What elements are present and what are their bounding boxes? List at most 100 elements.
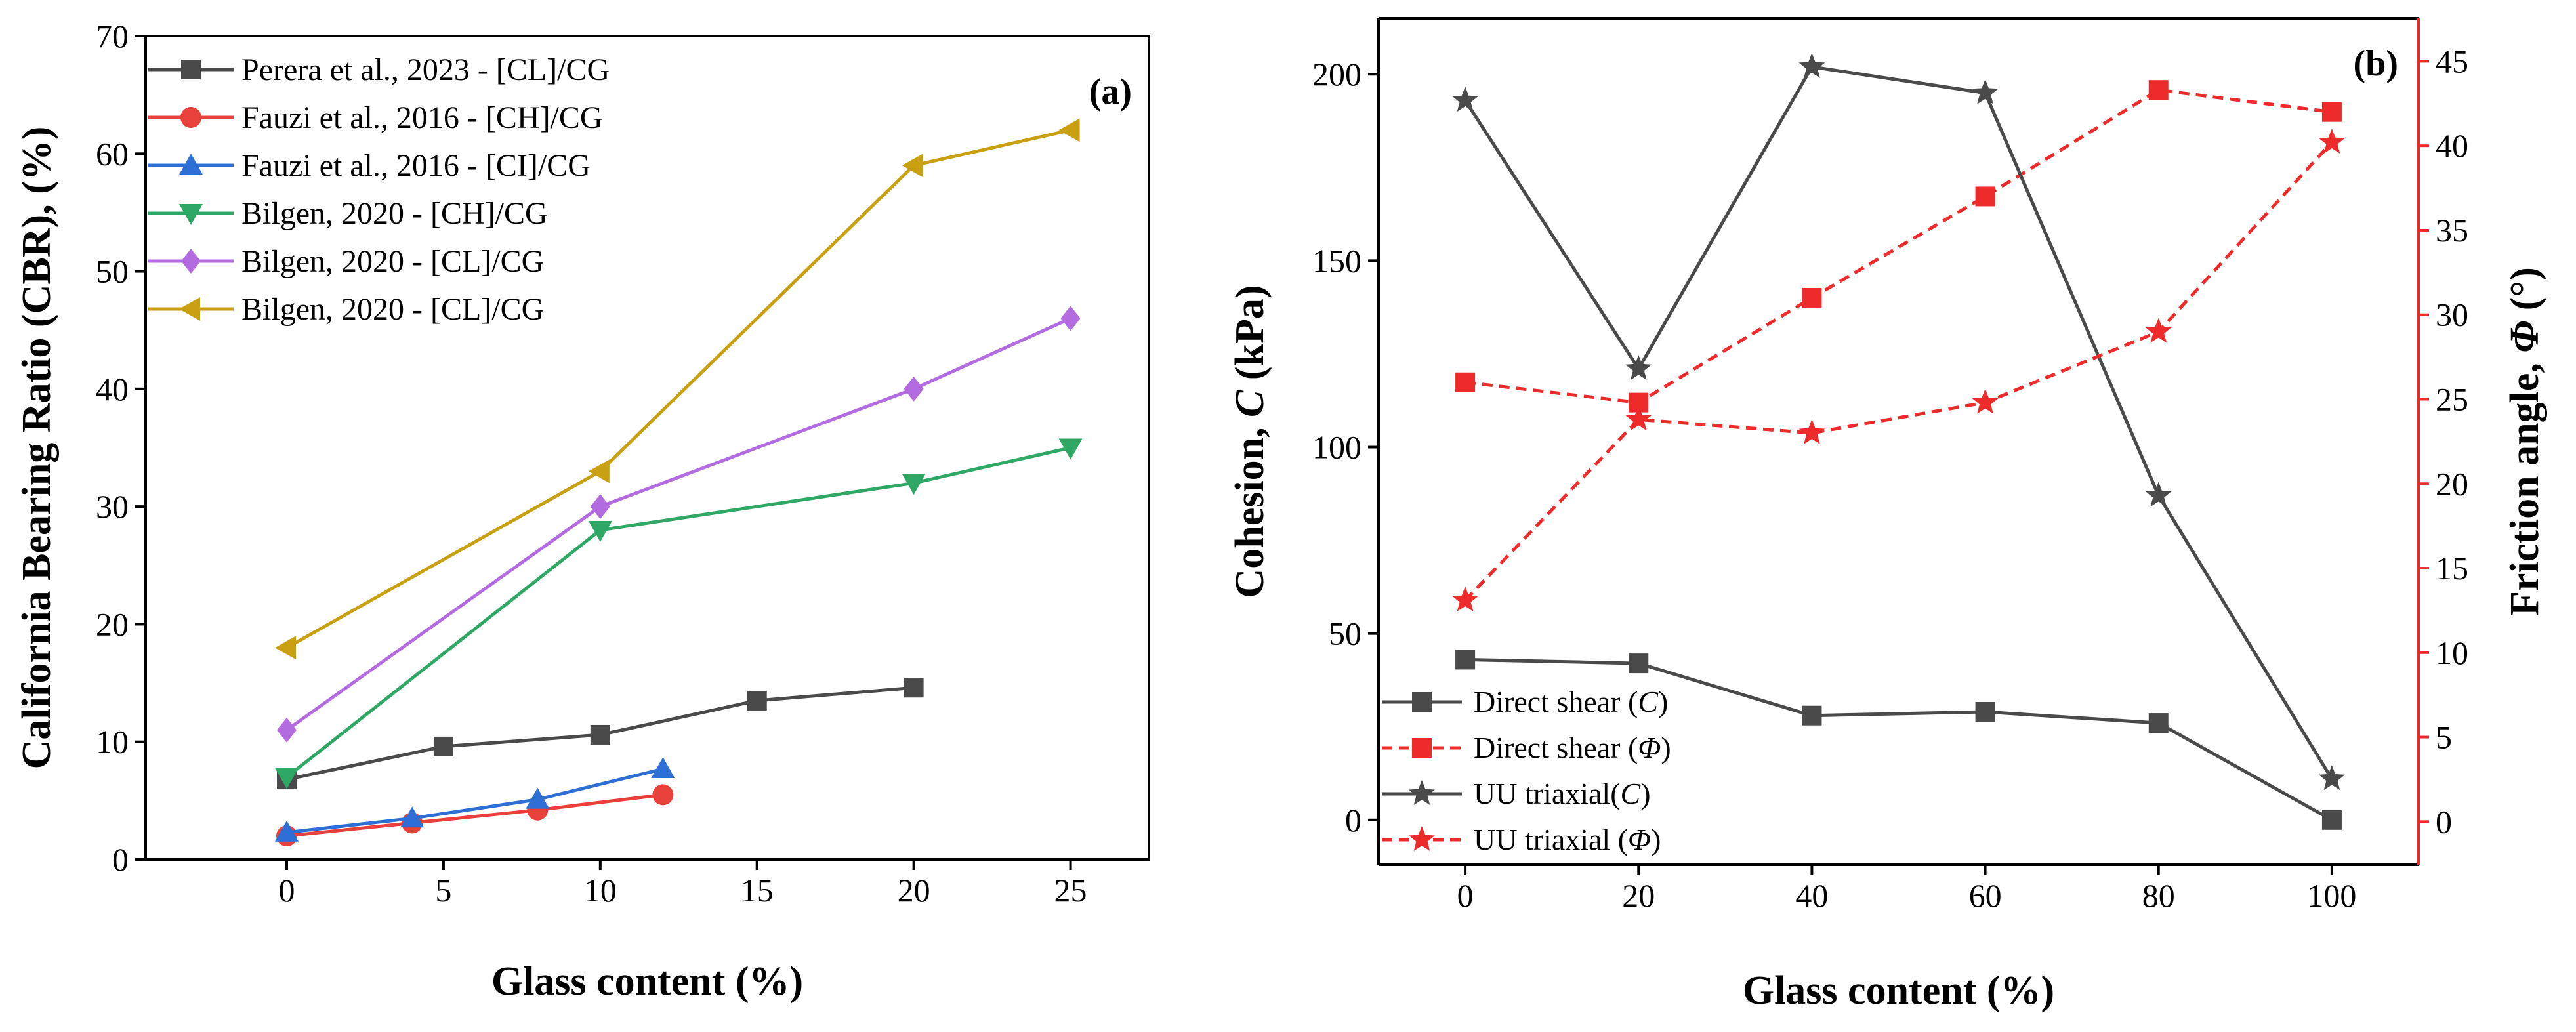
data-point <box>1060 306 1081 331</box>
data-point <box>2145 482 2172 507</box>
legend-label-end: ) <box>1651 823 1661 856</box>
series-line <box>1465 657 2333 821</box>
legend-entry: Bilgen, 2020 - [CH]/CG <box>148 196 548 231</box>
legend-marker <box>179 297 200 321</box>
legend-label-var: C <box>1621 777 1642 810</box>
data-point <box>1452 87 1479 112</box>
legend-entry: Perera et al., 2023 - [CL]/CG <box>148 52 610 87</box>
y-right-tick-label: 10 <box>2436 634 2468 671</box>
legend-marker <box>1412 692 1432 712</box>
data-point <box>433 736 453 756</box>
data-point <box>588 521 612 542</box>
legend-label: Bilgen, 2020 - [CH]/CG <box>241 196 548 231</box>
data-point <box>2318 765 2345 791</box>
legend-entry: Direct shear (C) <box>1382 685 1668 718</box>
series-2 <box>275 756 675 842</box>
data-point <box>588 459 610 484</box>
legend-label: Direct shear (C) <box>1474 685 1668 718</box>
x-tick-label: 100 <box>2307 877 2356 914</box>
series-line <box>285 446 1071 779</box>
series-0 <box>1455 650 2342 830</box>
data-point <box>1629 653 1649 674</box>
legend-marker <box>180 107 201 128</box>
y-right-tick-label: 35 <box>2436 212 2468 249</box>
y-left-label-prefix: Cohesion, <box>1228 417 1272 598</box>
y-right-tick-label: 5 <box>2436 719 2452 756</box>
legend-marker <box>1409 826 1435 851</box>
panel-label-a: (a) <box>1089 72 1132 112</box>
data-point <box>904 376 924 402</box>
legend-label: Bilgen, 2020 - [CL]/CG <box>241 244 544 279</box>
data-point <box>1802 287 1822 308</box>
x-tick-label: 80 <box>2142 877 2175 914</box>
x-tick-label: 20 <box>1622 877 1655 914</box>
data-point <box>902 154 923 178</box>
series-line <box>1463 65 2334 780</box>
legend-label-text: Direct shear ( <box>1474 685 1638 718</box>
data-point <box>1455 650 1476 670</box>
legend-marker <box>181 249 201 274</box>
series-3 <box>275 438 1083 789</box>
x-axis-label: Glass content (%) <box>491 959 803 1004</box>
data-point <box>652 784 674 806</box>
y-tick-label: 0 <box>112 841 129 878</box>
series-4 <box>277 306 1081 743</box>
x-tick-label: 15 <box>741 872 774 909</box>
y-left-label-suffix: (kPa) <box>1228 285 1272 390</box>
y-left-tick-label: 0 <box>1345 802 1361 838</box>
series-line <box>286 793 663 838</box>
y-left-label-var: C <box>1228 390 1272 417</box>
legend-label-end: ) <box>1640 777 1650 810</box>
y-right-tick-label: 30 <box>2436 297 2468 333</box>
legend-entry: UU triaxial (Φ) <box>1382 823 1661 856</box>
x-tick-label: 25 <box>1054 872 1087 909</box>
data-point <box>277 717 297 743</box>
y-tick-label: 10 <box>96 724 129 760</box>
x-tick-label: 20 <box>898 872 930 909</box>
data-point <box>1455 372 1476 392</box>
data-point <box>275 768 299 789</box>
data-point <box>651 756 675 778</box>
x-tick-label: 5 <box>435 872 451 909</box>
data-point <box>275 636 297 660</box>
y-tick-label: 30 <box>96 488 129 525</box>
data-point <box>2321 810 2342 830</box>
legend-label-end: ) <box>1661 731 1671 764</box>
data-point <box>1625 355 1652 381</box>
plot-frame-a <box>144 35 1150 861</box>
series-1 <box>1455 80 2342 413</box>
series-5 <box>275 118 1080 660</box>
series-line <box>286 767 663 835</box>
y-right-axis-label: Friction angle, Φ (°) <box>2503 267 2547 616</box>
legend-marker <box>1412 738 1432 758</box>
data-point <box>1798 419 1825 444</box>
legend-entry: Bilgen, 2020 - [CL]/CG <box>148 292 544 327</box>
legend-label: UU triaxial(C) <box>1474 777 1651 810</box>
series-2 <box>1452 52 2345 791</box>
data-point <box>1975 186 1995 207</box>
legend-marker <box>179 204 203 225</box>
data-point <box>2145 318 2172 343</box>
data-point <box>1452 587 1479 611</box>
y-tick-label: 70 <box>96 18 129 54</box>
series-line <box>285 128 1071 650</box>
x-tick-label: 60 <box>1969 877 2002 914</box>
data-point <box>526 787 550 809</box>
legend-entry: UU triaxial(C) <box>1382 777 1651 810</box>
data-point <box>2148 713 2169 733</box>
legend-label-text: UU triaxial( <box>1474 777 1621 810</box>
data-point <box>1058 438 1083 460</box>
data-point <box>904 678 924 698</box>
legend-label-var: Φ <box>1628 823 1651 856</box>
legend-entry: Fauzi et al., 2016 - [CI]/CG <box>148 148 591 183</box>
legend-entry: Direct shear (Φ) <box>1382 731 1671 764</box>
y-right-tick-label: 25 <box>2436 381 2468 417</box>
series-0 <box>277 678 924 790</box>
y-right-tick-label: 20 <box>2436 465 2468 502</box>
y-right-tick-label: 0 <box>2436 803 2452 840</box>
legend-label-text: UU triaxial ( <box>1474 823 1628 856</box>
series-3 <box>1452 129 2345 611</box>
y-right-label-prefix: Friction angle, <box>2503 353 2547 616</box>
data-point <box>1058 118 1080 142</box>
series-1 <box>276 784 674 847</box>
